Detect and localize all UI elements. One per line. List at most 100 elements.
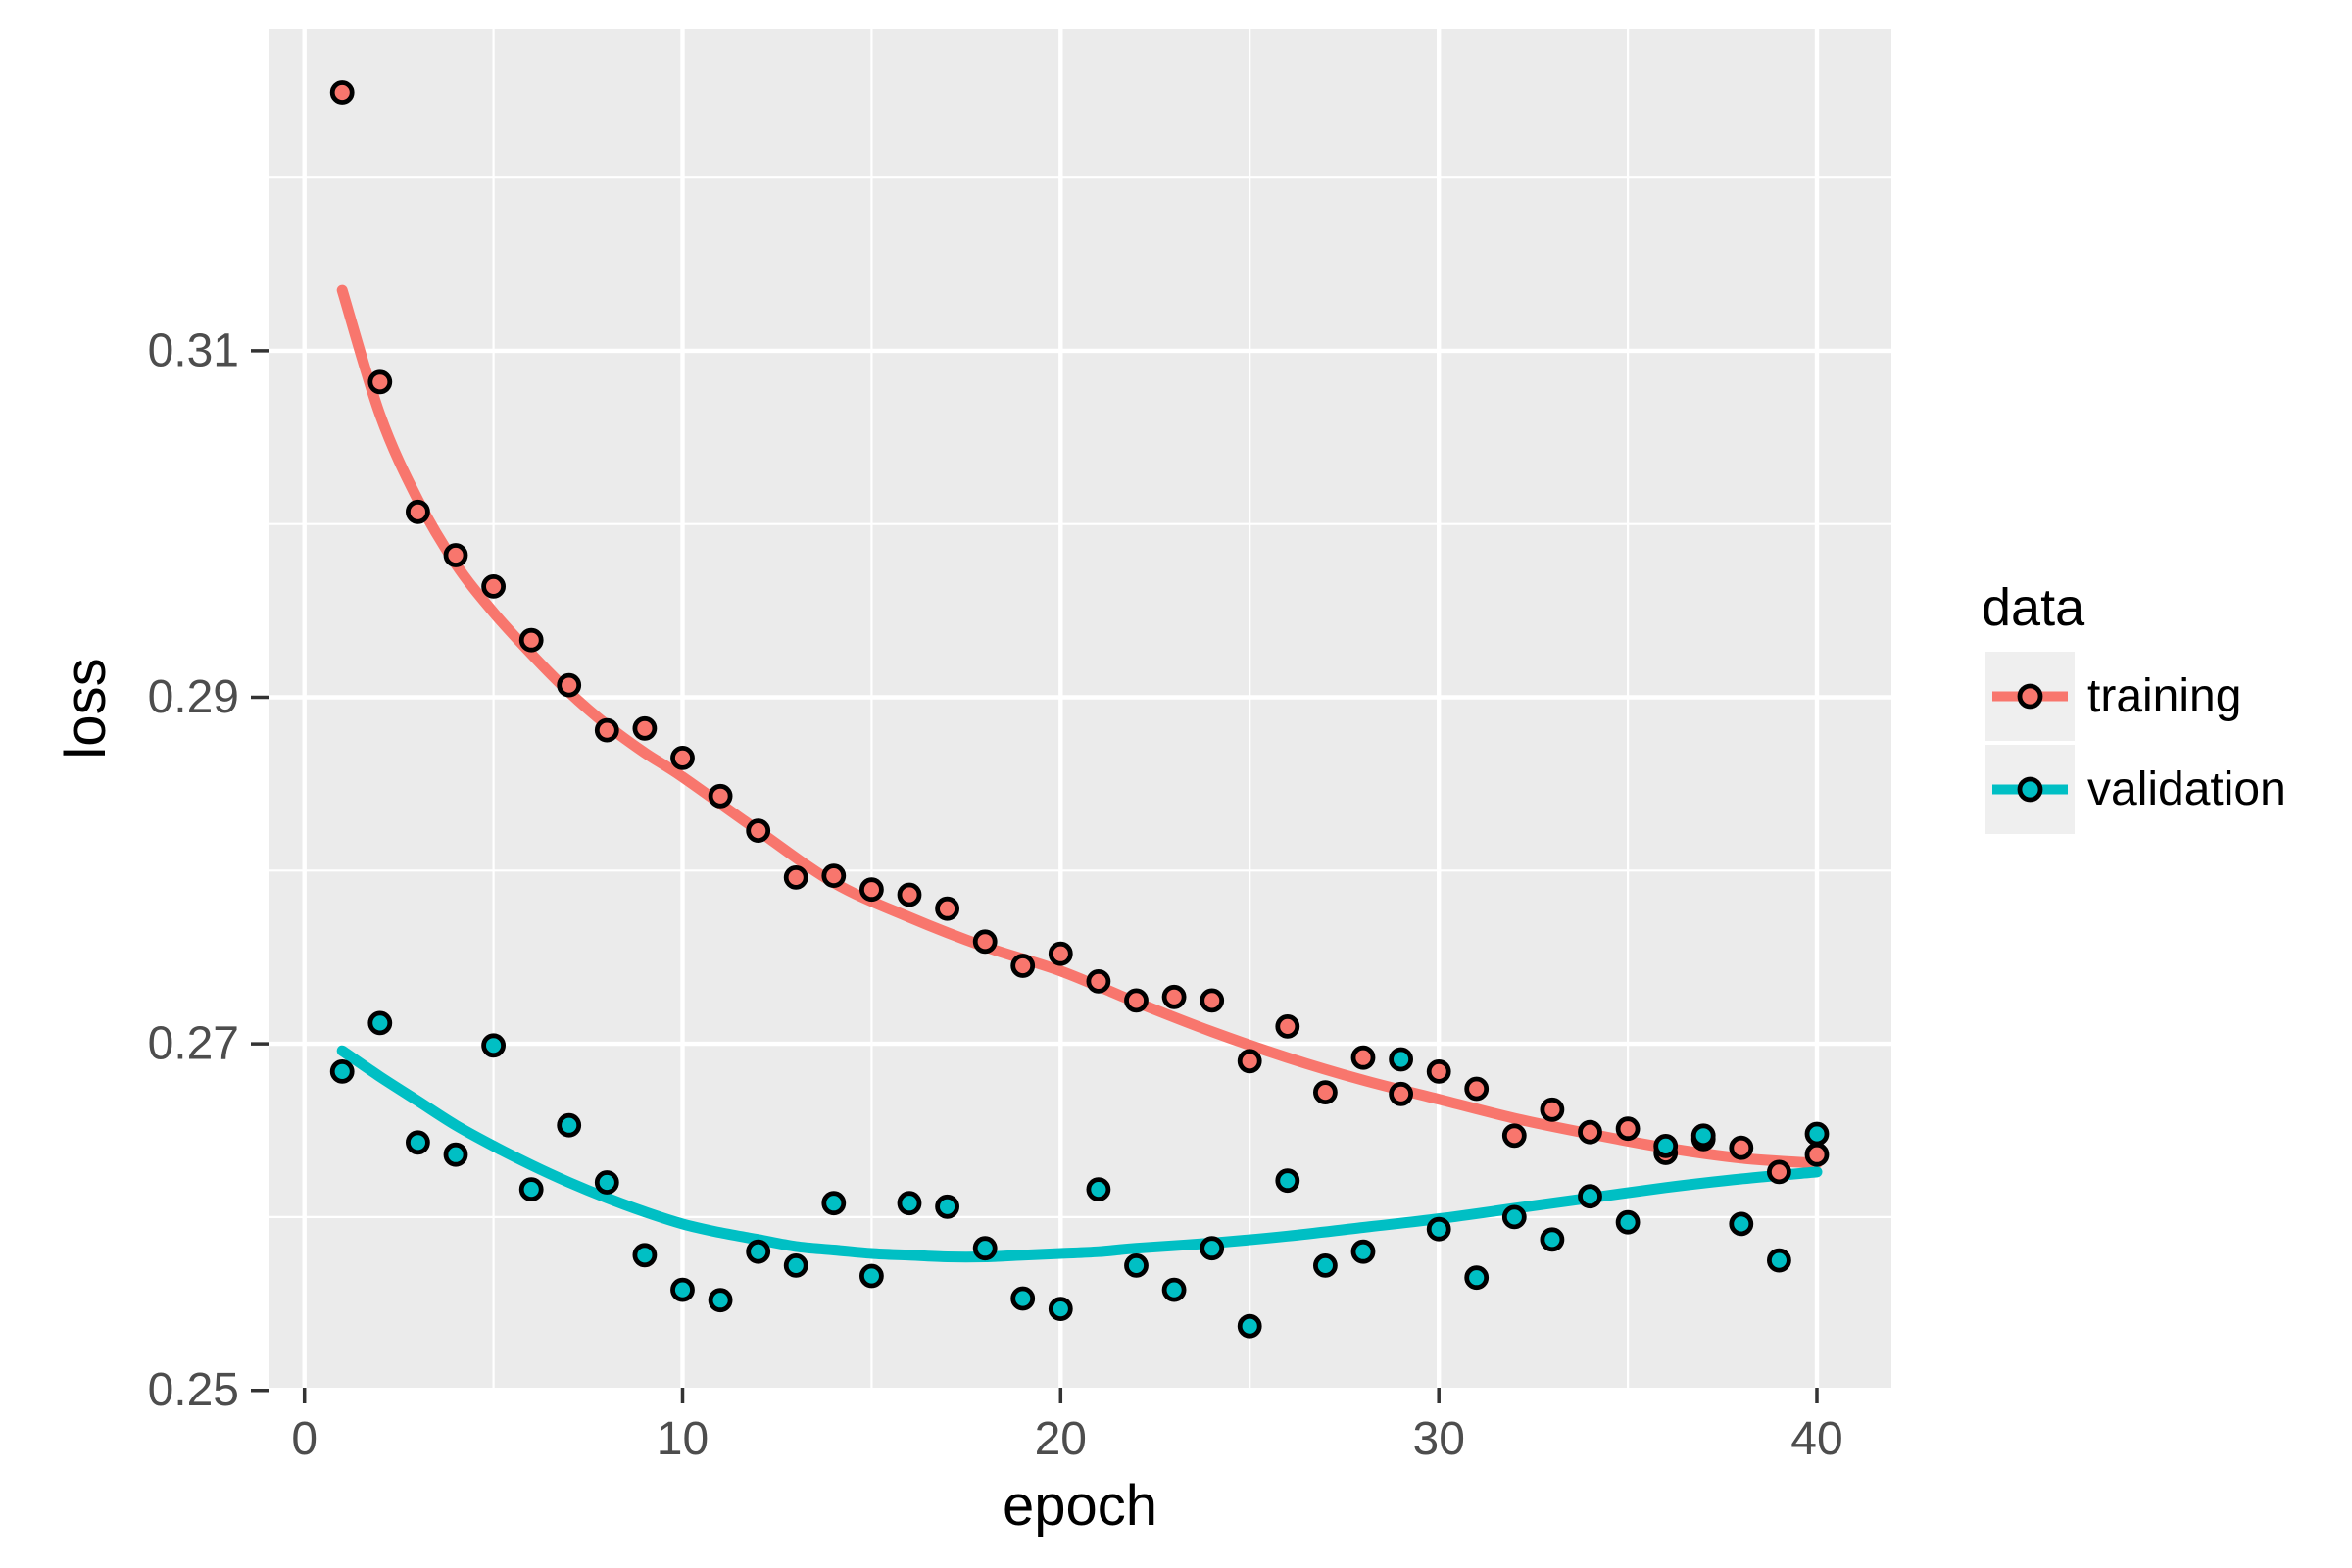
point-training-epoch-16	[897, 882, 922, 907]
y-tick-label-0.29: 0.29	[148, 671, 239, 723]
point-validation-epoch-27	[1313, 1253, 1338, 1278]
trend-line-training	[336, 284, 1823, 1169]
point-validation-epoch-7	[557, 1112, 582, 1138]
legend-item-training: training	[1985, 652, 2241, 741]
plot-panel	[269, 29, 1891, 1388]
point-validation-epoch-40	[1804, 1121, 1830, 1147]
point-training-epoch-38	[1729, 1135, 1754, 1160]
point-training-epoch-20	[1048, 941, 1073, 966]
point-validation-epoch-6	[518, 1177, 544, 1201]
point-training-epoch-27	[1313, 1080, 1338, 1104]
point-training-epoch-33	[1540, 1097, 1565, 1122]
point-training-epoch-5	[481, 574, 507, 599]
point-validation-epoch-25	[1237, 1313, 1262, 1339]
point-training-epoch-15	[859, 877, 884, 903]
point-validation-epoch-28	[1350, 1239, 1376, 1264]
point-validation-epoch-24	[1200, 1236, 1225, 1261]
point-training-epoch-21	[1086, 969, 1111, 994]
x-tick-label-10: 10	[657, 1413, 709, 1465]
point-validation-epoch-21	[1086, 1177, 1111, 1201]
legend-item-validation: validation	[1985, 745, 2286, 834]
legend-key-point-training	[2017, 683, 2043, 710]
point-training-epoch-12	[746, 818, 771, 843]
point-validation-epoch-16	[897, 1191, 922, 1216]
point-validation-epoch-32	[1501, 1204, 1527, 1230]
x-tick-label-30: 30	[1413, 1413, 1465, 1465]
point-training-epoch-18	[972, 929, 998, 955]
point-training-epoch-13	[783, 865, 808, 890]
point-validation-epoch-22	[1124, 1253, 1149, 1278]
y-tick-label-0.27: 0.27	[148, 1018, 239, 1070]
legend-label-training: training	[2087, 670, 2241, 722]
point-training-epoch-29	[1389, 1081, 1413, 1106]
point-training-epoch-22	[1124, 988, 1149, 1013]
point-validation-epoch-23	[1161, 1277, 1187, 1302]
point-training-epoch-10	[670, 746, 695, 770]
point-training-epoch-19	[1010, 954, 1036, 978]
legend-title: data	[1982, 578, 2085, 637]
point-validation-epoch-1	[329, 1059, 355, 1084]
point-training-epoch-11	[708, 783, 733, 808]
point-training-epoch-9	[632, 715, 658, 741]
y-axis-title: loss	[54, 658, 118, 759]
point-training-epoch-3	[405, 499, 430, 524]
point-validation-epoch-33	[1540, 1227, 1565, 1252]
x-axis-title: epoch	[1003, 1474, 1157, 1538]
point-training-epoch-14	[821, 863, 847, 888]
point-training-epoch-6	[518, 627, 544, 653]
point-training-epoch-39	[1767, 1159, 1791, 1185]
x-tick-label-20: 20	[1035, 1413, 1087, 1465]
point-training-epoch-40	[1804, 1142, 1830, 1167]
point-validation-epoch-30	[1426, 1216, 1451, 1242]
point-validation-epoch-14	[821, 1191, 847, 1216]
point-training-epoch-7	[557, 672, 582, 698]
x-tick-label-0: 0	[291, 1413, 318, 1465]
point-training-epoch-2	[368, 369, 393, 395]
y-tick-label-0.25: 0.25	[148, 1364, 239, 1416]
point-validation-epoch-31	[1464, 1265, 1490, 1291]
legend-key-point-validation	[2017, 776, 2043, 803]
point-training-epoch-30	[1426, 1059, 1451, 1084]
point-validation-epoch-35	[1615, 1209, 1641, 1235]
point-training-epoch-32	[1501, 1123, 1527, 1149]
point-training-epoch-34	[1578, 1119, 1602, 1145]
point-validation-epoch-5	[481, 1033, 507, 1058]
point-validation-epoch-10	[670, 1277, 695, 1302]
point-validation-epoch-2	[368, 1010, 393, 1036]
point-training-epoch-35	[1615, 1116, 1641, 1142]
point-validation-epoch-12	[746, 1239, 771, 1264]
point-validation-epoch-19	[1010, 1286, 1036, 1311]
point-validation-epoch-15	[859, 1263, 884, 1289]
point-training-epoch-31	[1464, 1076, 1490, 1102]
point-validation-epoch-17	[935, 1194, 959, 1219]
y-tick-label-0.31: 0.31	[148, 324, 239, 376]
point-training-epoch-4	[443, 543, 468, 567]
point-validation-epoch-13	[783, 1253, 808, 1278]
point-validation-epoch-11	[708, 1288, 733, 1313]
point-validation-epoch-3	[405, 1130, 430, 1155]
point-training-epoch-24	[1200, 988, 1225, 1013]
point-training-epoch-17	[935, 896, 959, 921]
trend-line-validation	[336, 1045, 1823, 1263]
point-validation-epoch-38	[1729, 1211, 1754, 1237]
point-validation-epoch-18	[972, 1236, 998, 1261]
point-validation-epoch-26	[1275, 1168, 1300, 1194]
legend-label-validation: validation	[2087, 763, 2286, 815]
point-training-epoch-1	[329, 80, 355, 105]
point-training-epoch-26	[1275, 1014, 1300, 1039]
point-training-epoch-8	[594, 717, 619, 743]
point-training-epoch-28	[1350, 1045, 1376, 1070]
point-validation-epoch-9	[632, 1243, 658, 1268]
point-validation-epoch-4	[443, 1142, 468, 1167]
point-validation-epoch-29	[1389, 1047, 1413, 1072]
point-training-epoch-23	[1161, 984, 1187, 1009]
point-validation-epoch-36	[1653, 1134, 1679, 1158]
point-validation-epoch-20	[1048, 1297, 1073, 1321]
x-tick-label-40: 40	[1790, 1413, 1842, 1465]
point-validation-epoch-8	[594, 1170, 619, 1195]
point-training-epoch-25	[1237, 1049, 1262, 1074]
point-validation-epoch-39	[1767, 1248, 1791, 1273]
